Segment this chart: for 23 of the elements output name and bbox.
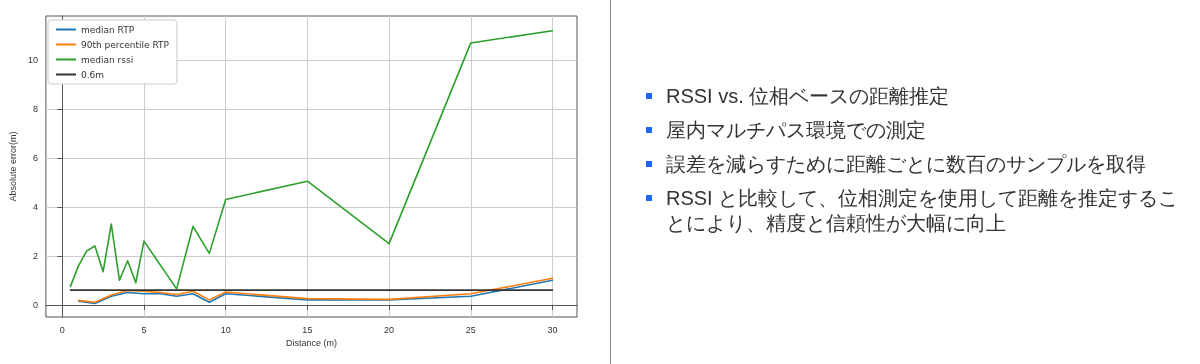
y-tick-label: 2: [32, 250, 38, 261]
x-tick-label: 30: [547, 324, 558, 335]
text: 屋内マルチパス環境での測定: [666, 119, 926, 141]
x-tick-label: 0: [59, 324, 65, 335]
y-tick-label: 0: [32, 299, 38, 310]
x-tick-label: 10: [220, 324, 231, 335]
y-tick-label: 8: [32, 103, 38, 114]
y-tick-label: 10: [27, 55, 38, 66]
text: RSSI と比較して、位相測定を使用して距離を推定することにより、精度と信頼性が大幅に向上: [666, 187, 1179, 234]
text: RSSI vs. 位相ベースの距離推定: [666, 85, 950, 107]
x-tick-label: 20: [384, 324, 395, 335]
legend-label: median rssi: [81, 54, 134, 65]
y-axis-title: Absolute error(m): [7, 131, 18, 202]
legend-label: 0.6m: [81, 69, 105, 80]
x-tick-label: 5: [141, 324, 147, 335]
x-tick-label: 15: [302, 324, 313, 335]
legend-label: 90th percentile RTP: [81, 39, 170, 50]
x-axis-title: Distance (m): [285, 338, 337, 349]
legend-label: median RTP: [81, 24, 135, 35]
y-tick-label: 6: [32, 152, 38, 163]
text: 誤差を減らすために距離ごとに数百のサンプルを取得: [666, 153, 1146, 175]
y-tick-label: 4: [32, 201, 38, 212]
x-tick-label: 25: [465, 324, 476, 335]
